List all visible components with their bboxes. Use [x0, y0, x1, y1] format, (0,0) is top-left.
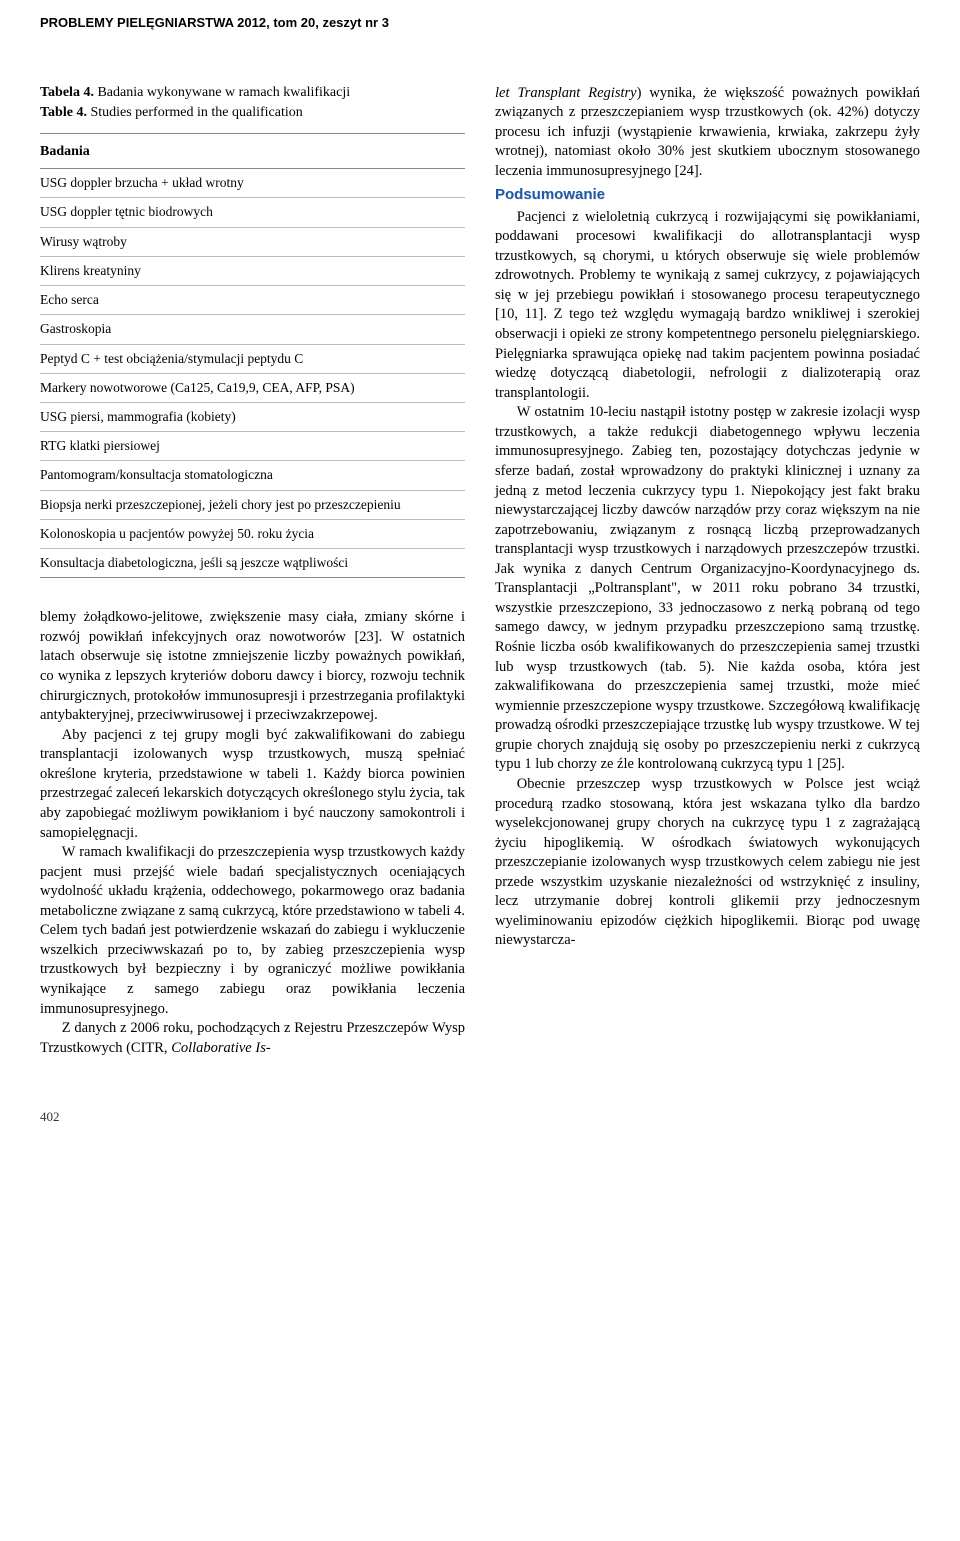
page-content: Tabela 4. Badania wykonywane w ramach kw…: [0, 44, 960, 1079]
table-row: USG piersi, mammografia (kobiety): [40, 403, 465, 432]
table-row: Echo serca: [40, 286, 465, 315]
table-title-polish: Tabela 4. Badania wykonywane w ramach kw…: [40, 84, 465, 103]
table-row: Biopsja nerki przeszczepionej, jeżeli ch…: [40, 491, 465, 520]
paragraph: blemy żołądkowo-jelitowe, zwiększenie ma…: [40, 608, 465, 725]
table-title-english: Table 4. Studies performed in the qualif…: [40, 104, 465, 123]
table-4: Tabela 4. Badania wykonywane w ramach kw…: [40, 84, 465, 579]
table-row: Peptyd C + test obciążenia/stymulacji pe…: [40, 345, 465, 374]
table-row: Markery nowotworowe (Ca125, Ca19,9, CEA,…: [40, 374, 465, 403]
table-row: RTG klatki piersiowej: [40, 432, 465, 461]
table-row: Kolonoskopia u pacjentów powyżej 50. rok…: [40, 520, 465, 549]
left-column: Tabela 4. Badania wykonywane w ramach kw…: [40, 84, 465, 1059]
left-body-text: blemy żołądkowo-jelitowe, zwiększenie ma…: [40, 608, 465, 1058]
section-heading-summary: Podsumowanie: [495, 185, 920, 205]
paragraph: Z danych z 2006 roku, pochodzących z Rej…: [40, 1019, 465, 1058]
table-row: Gastroskopia: [40, 315, 465, 344]
paragraph: W ramach kwalifikacji do przeszczepienia…: [40, 843, 465, 1019]
table-row: Konsultacja diabetologiczna, jeśli są je…: [40, 549, 465, 578]
table-row: Wirusy wątroby: [40, 228, 465, 257]
paragraph: let Transplant Registry) wynika, że więk…: [495, 84, 920, 182]
paragraph: Aby pacjenci z tej grupy mogli być zakwa…: [40, 726, 465, 843]
paragraph: W ostatnim 10-leciu nastąpił istotny pos…: [495, 403, 920, 775]
table-header: Badania: [40, 133, 465, 169]
table-row: Klirens kreatyniny: [40, 257, 465, 286]
paragraph: Pacjenci z wieloletnią cukrzycą i rozwij…: [495, 208, 920, 404]
table-row: USG doppler brzucha + układ wrotny: [40, 169, 465, 198]
table-row: USG doppler tętnic biodrowych: [40, 198, 465, 227]
journal-title: PROBLEMY PIELĘGNIARSTWA 2012, tom 20, ze…: [40, 15, 389, 30]
right-column: let Transplant Registry) wynika, że więk…: [495, 84, 920, 1059]
paragraph: Obecnie przeszczep wysp trzustkowych w P…: [495, 775, 920, 951]
table-row: Pantomogram/konsultacja stomatologiczna: [40, 461, 465, 490]
page-header: PROBLEMY PIELĘGNIARSTWA 2012, tom 20, ze…: [0, 0, 960, 44]
right-body-text: let Transplant Registry) wynika, że więk…: [495, 84, 920, 951]
page-number: 402: [0, 1108, 960, 1146]
